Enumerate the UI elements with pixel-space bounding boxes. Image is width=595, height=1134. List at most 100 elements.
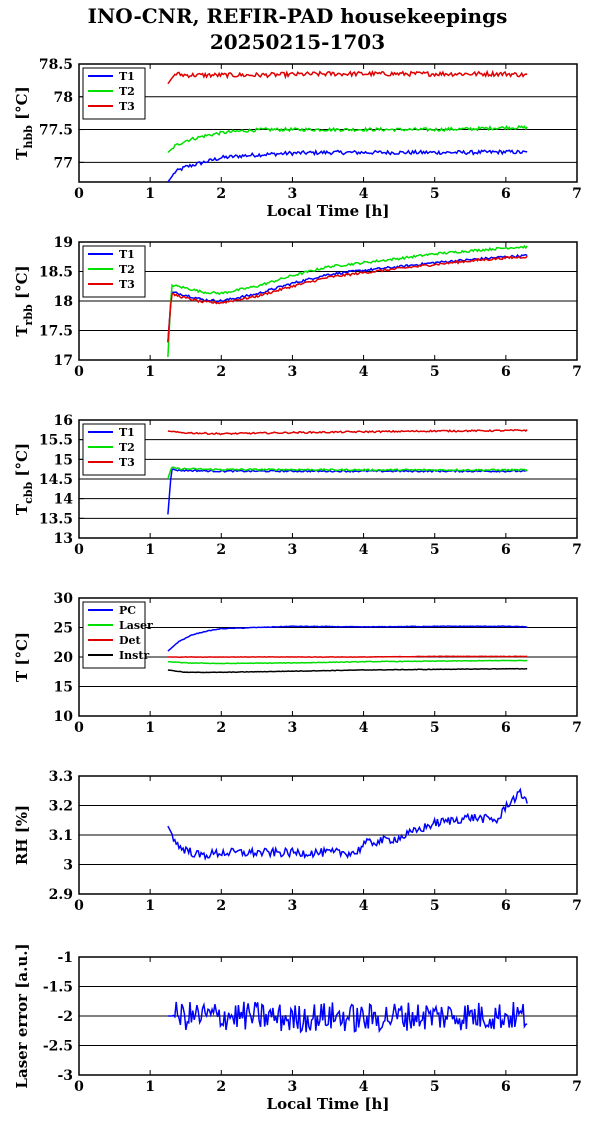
y-tick-label: 3.1	[49, 828, 73, 844]
x-tick-label: 3	[288, 898, 298, 914]
legend-label: Instr	[119, 649, 149, 662]
y-tick-label: 18.5	[39, 265, 73, 281]
x-tick-label: 4	[359, 542, 369, 558]
x-tick-label: 6	[501, 1079, 511, 1095]
y-tick-label: 2.9	[49, 887, 73, 903]
x-tick-label: 3	[288, 1079, 298, 1095]
legend-label: T2	[119, 263, 135, 276]
x-tick-label: 2	[216, 186, 226, 202]
y-tick-label: 77.5	[39, 123, 73, 139]
x-tick-label: 3	[288, 364, 298, 380]
chart-panel-2: 0 1 2 3 4 5 6 7 17 17.5 18 18.5 19 Trbb [°C] T1 T2 T3	[13, 235, 582, 380]
y-tick-label: 3	[63, 858, 73, 874]
x-tick-label: 2	[216, 720, 226, 736]
y-tick-label: 78.5	[39, 57, 73, 73]
y-tick-label: 15	[54, 452, 73, 468]
x-tick-label: 1	[145, 542, 155, 558]
series-line-t1	[167, 148, 528, 182]
legend-label: PC	[119, 604, 136, 617]
x-tick-label: 1	[145, 364, 155, 380]
series-line-t3	[167, 428, 528, 436]
y-tick-label: 77	[54, 155, 73, 171]
x-tick-label: 0	[74, 720, 84, 736]
x-tick-label: 5	[430, 720, 440, 736]
legend-label: T1	[119, 248, 135, 261]
series-line-instr	[167, 667, 528, 674]
y-tick-label: 20	[54, 650, 74, 666]
x-tick-label: 5	[430, 898, 440, 914]
legend-label: Laser	[119, 619, 153, 632]
legend-label: T1	[119, 70, 135, 83]
x-tick-label: 1	[145, 898, 155, 914]
y-tick-label: -3	[57, 1068, 73, 1084]
y-tick-label: 25	[54, 621, 73, 637]
series-line-t2	[167, 466, 528, 480]
x-tick-label: 2	[216, 542, 226, 558]
x-tick-label: 5	[430, 186, 440, 202]
series-line-t3	[167, 69, 528, 85]
y-tick-label: -2	[57, 1009, 73, 1025]
x-tick-label: 6	[501, 720, 511, 736]
series-line-t2	[167, 244, 528, 358]
y-tick-label: -1	[57, 950, 73, 966]
x-tick-label: 0	[74, 186, 84, 202]
y-tick-label: 18	[54, 294, 73, 310]
y-tick-label: 14.5	[39, 472, 73, 488]
y-tick-label: -2.5	[43, 1039, 73, 1055]
x-axis-label: Local Time [h]	[267, 1095, 390, 1113]
y-tick-label: 17.5	[39, 324, 73, 340]
y-tick-label: 15.5	[39, 433, 73, 449]
chart-subtitle: 20250215-1703	[209, 30, 386, 54]
x-tick-label: 5	[430, 542, 440, 558]
series-line-t1	[167, 468, 528, 515]
chart-panel-4: 0 1 2 3 4 5 6 7 10 15 20 25 30 T [°C] PC Laser Det Instr	[13, 591, 582, 736]
x-tick-label: 1	[145, 1079, 155, 1095]
y-tick-label: 3.2	[49, 799, 73, 815]
x-tick-label: 6	[501, 364, 511, 380]
x-tick-label: 1	[145, 186, 155, 202]
y-tick-label: 19	[54, 235, 73, 251]
y-tick-label: 78	[54, 90, 73, 106]
y-tick-label: 30	[54, 591, 74, 607]
x-tick-label: 2	[216, 364, 226, 380]
x-tick-label: 7	[572, 542, 582, 558]
x-tick-label: 0	[74, 1079, 84, 1095]
x-tick-label: 0	[74, 364, 84, 380]
y-tick-label: 15	[54, 680, 73, 696]
x-tick-label: 7	[572, 720, 582, 736]
y-tick-label: 13.5	[39, 511, 73, 527]
x-axis-label: Local Time [h]	[267, 202, 390, 220]
y-axis-label: RH [%]	[13, 805, 31, 865]
legend-label: T1	[119, 426, 135, 439]
x-tick-label: 4	[359, 364, 369, 380]
y-axis-label: Tcbb [°C]	[13, 443, 35, 515]
y-tick-label: 10	[54, 709, 74, 725]
x-tick-label: 4	[359, 720, 369, 736]
legend-label: T2	[119, 441, 135, 454]
x-tick-label: 4	[359, 898, 369, 914]
series-line-value	[167, 1001, 528, 1034]
series-line-det	[167, 655, 528, 658]
x-tick-label: 2	[216, 898, 226, 914]
x-tick-label: 7	[572, 1079, 582, 1095]
x-tick-label: 7	[572, 364, 582, 380]
legend-label: T3	[119, 456, 135, 469]
y-tick-label: 3.3	[49, 769, 73, 785]
y-tick-label: 17	[54, 353, 73, 369]
x-tick-label: 2	[216, 1079, 226, 1095]
series-line-t1	[167, 253, 528, 343]
x-tick-label: 7	[572, 898, 582, 914]
y-axis-label: Laser error [a.u.]	[13, 943, 31, 1088]
legend-label: Det	[119, 634, 142, 647]
x-tick-label: 3	[288, 720, 298, 736]
y-tick-label: 16	[54, 413, 73, 429]
legend-box	[82, 601, 146, 669]
x-tick-label: 3	[288, 186, 298, 202]
x-tick-label: 6	[501, 186, 511, 202]
legend-label: T3	[119, 278, 135, 291]
chart-panel-3: 0 1 2 3 4 5 6 7 13 13.5 14 14.5 15 15.5 16 Tcbb [°C] T1 T…	[13, 413, 582, 558]
x-tick-label: 7	[572, 186, 582, 202]
series-line-t2	[167, 124, 528, 154]
